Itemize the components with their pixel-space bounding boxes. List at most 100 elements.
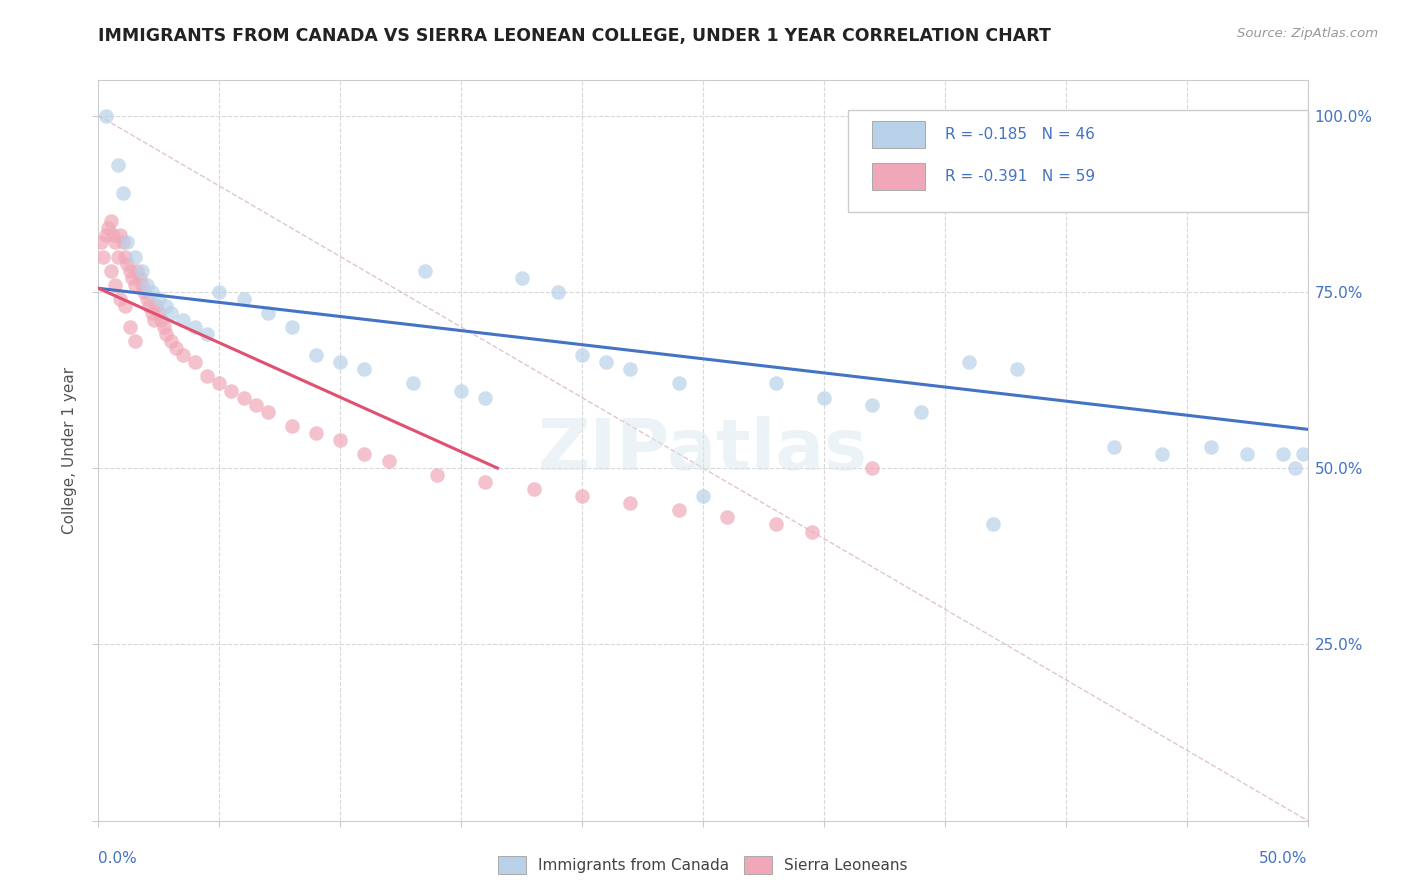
Point: [94, 109, 117, 123]
Point: [668, 503, 690, 517]
Point: [155, 327, 177, 342]
Point: [668, 376, 690, 391]
Point: [716, 510, 738, 524]
Point: [402, 376, 425, 391]
Point: [1199, 440, 1222, 454]
Point: [148, 292, 170, 306]
Point: [131, 263, 153, 277]
Point: [165, 341, 187, 355]
Point: [184, 355, 207, 369]
Point: [160, 334, 183, 348]
Point: [141, 285, 163, 299]
Point: [413, 263, 436, 277]
Point: [172, 313, 194, 327]
Point: [117, 257, 139, 271]
Point: [353, 447, 375, 461]
Point: [150, 313, 173, 327]
Point: [221, 384, 243, 398]
Point: [256, 405, 278, 419]
Point: [124, 334, 146, 348]
Point: [377, 454, 399, 468]
Point: [118, 320, 141, 334]
Point: [135, 277, 157, 292]
Point: [160, 306, 183, 320]
Point: [134, 285, 156, 299]
Point: [765, 376, 787, 391]
Text: 50.0%: 50.0%: [1260, 851, 1308, 866]
Point: [305, 348, 328, 362]
Point: [152, 320, 174, 334]
Point: [118, 263, 141, 277]
Point: [329, 433, 352, 447]
Point: [155, 299, 177, 313]
Point: [813, 391, 835, 405]
Point: [547, 285, 569, 299]
Y-axis label: College, Under 1 year: College, Under 1 year: [62, 367, 77, 534]
Point: [111, 186, 134, 200]
Bar: [848, 110, 1308, 212]
Point: [101, 228, 124, 243]
Point: [353, 362, 375, 376]
Point: [208, 376, 231, 391]
Point: [1272, 447, 1295, 461]
Point: [256, 306, 278, 320]
Point: [957, 355, 980, 369]
Text: ZIPatlas: ZIPatlas: [538, 416, 868, 485]
Point: [232, 292, 254, 306]
Point: [860, 398, 883, 412]
Point: [245, 398, 267, 412]
Point: [124, 277, 146, 292]
Point: [232, 391, 254, 405]
Point: [765, 517, 787, 532]
Text: R = -0.185   N = 46: R = -0.185 N = 46: [945, 127, 1095, 142]
Text: Source: ZipAtlas.com: Source: ZipAtlas.com: [1237, 27, 1378, 40]
Point: [111, 235, 134, 250]
Point: [329, 355, 352, 369]
Point: [141, 306, 163, 320]
Point: [910, 405, 932, 419]
Bar: [872, 121, 925, 148]
Point: [148, 306, 170, 320]
Point: [138, 299, 160, 313]
Point: [108, 292, 131, 306]
Point: [100, 263, 122, 277]
Point: [104, 277, 127, 292]
Point: [450, 384, 472, 398]
Point: [1102, 440, 1125, 454]
Point: [860, 461, 883, 475]
Point: [208, 285, 231, 299]
Point: [1236, 447, 1258, 461]
Point: [131, 277, 153, 292]
Point: [135, 292, 157, 306]
Point: [90, 235, 112, 250]
Point: [124, 250, 146, 264]
Bar: [872, 163, 925, 190]
Point: [107, 158, 129, 172]
Point: [195, 369, 218, 384]
Point: [281, 418, 304, 433]
Point: [1284, 461, 1306, 475]
Point: [97, 221, 120, 235]
Legend: Immigrants from Canada, Sierra Leoneans: Immigrants from Canada, Sierra Leoneans: [492, 850, 914, 880]
Point: [127, 263, 149, 277]
Point: [595, 355, 617, 369]
Text: IMMIGRANTS FROM CANADA VS SIERRA LEONEAN COLLEGE, UNDER 1 YEAR CORRELATION CHART: IMMIGRANTS FROM CANADA VS SIERRA LEONEAN…: [98, 27, 1052, 45]
Point: [800, 524, 823, 539]
Point: [195, 327, 218, 342]
Point: [107, 250, 129, 264]
Text: 0.0%: 0.0%: [98, 851, 138, 866]
Point: [128, 270, 150, 285]
Point: [523, 482, 546, 496]
Point: [426, 468, 449, 483]
Point: [981, 517, 1004, 532]
Point: [692, 489, 714, 503]
Point: [1007, 362, 1029, 376]
Point: [1152, 447, 1174, 461]
Point: [172, 348, 194, 362]
Point: [94, 228, 117, 243]
Point: [1292, 447, 1315, 461]
Point: [121, 270, 143, 285]
Point: [114, 299, 136, 313]
Point: [184, 320, 207, 334]
Point: [305, 425, 328, 440]
